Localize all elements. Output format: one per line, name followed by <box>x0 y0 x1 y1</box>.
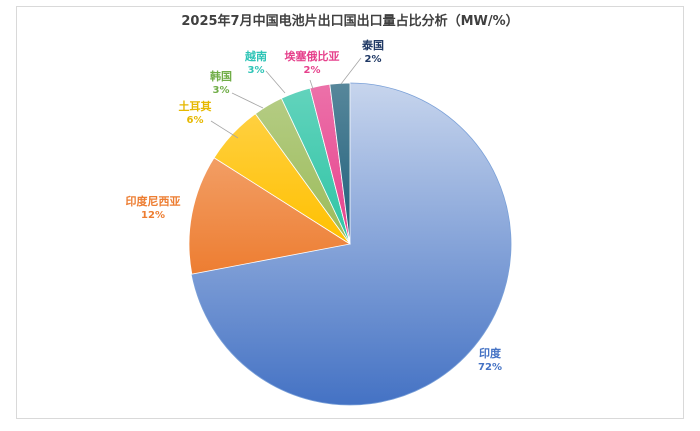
slice-value-7: 2% <box>365 54 382 65</box>
slice-value-1: 72% <box>478 362 502 373</box>
slice-label-5: 越南 <box>244 49 267 63</box>
slice-value-4: 3% <box>213 85 230 96</box>
leader-line-7 <box>340 57 362 85</box>
leader-line-6 <box>309 79 314 90</box>
slice-label-1: 印度 <box>479 346 502 360</box>
pie-slice-2 <box>188 157 352 275</box>
pie-slice-7 <box>329 82 351 245</box>
pie-slice-1 <box>191 82 512 406</box>
slice-value-3: 6% <box>187 115 204 126</box>
slice-label-7: 泰国 <box>361 38 384 52</box>
slice-value-6: 2% <box>304 65 321 76</box>
chart-title: 2025年7月中国电池片出口国出口量占比分析（MW/%） <box>181 14 519 29</box>
leader-line-3 <box>210 120 239 139</box>
slice-value-2: 12% <box>141 210 165 221</box>
slice-label-3: 土耳其 <box>179 99 212 113</box>
slice-label-2: 印度尼西亚 <box>126 194 181 208</box>
slice-label-4: 韩国 <box>210 69 232 83</box>
slice-label-6: 埃塞俄比亚 <box>285 49 340 63</box>
leader-line-4 <box>231 92 264 109</box>
leader-line-5 <box>265 70 286 94</box>
slice-value-5: 3% <box>248 65 265 76</box>
